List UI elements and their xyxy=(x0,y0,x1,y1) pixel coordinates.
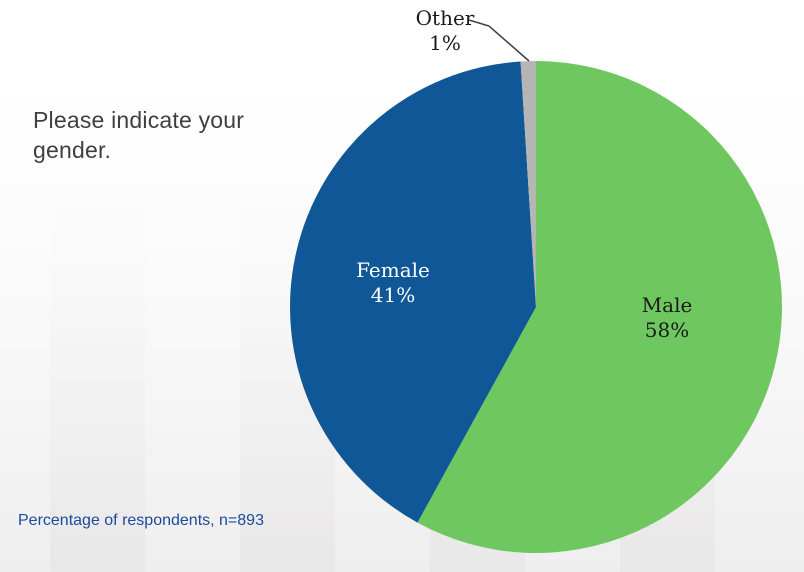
pie-slice-male xyxy=(417,61,783,553)
footnote: Percentage of respondents, n=893 xyxy=(18,512,264,529)
question-title: Please indicate your gender. xyxy=(33,107,245,163)
pie-slice-other xyxy=(520,61,536,307)
pie-slices-group xyxy=(290,61,783,553)
pie-slice-female xyxy=(290,61,536,523)
other-leader-line xyxy=(468,19,530,62)
